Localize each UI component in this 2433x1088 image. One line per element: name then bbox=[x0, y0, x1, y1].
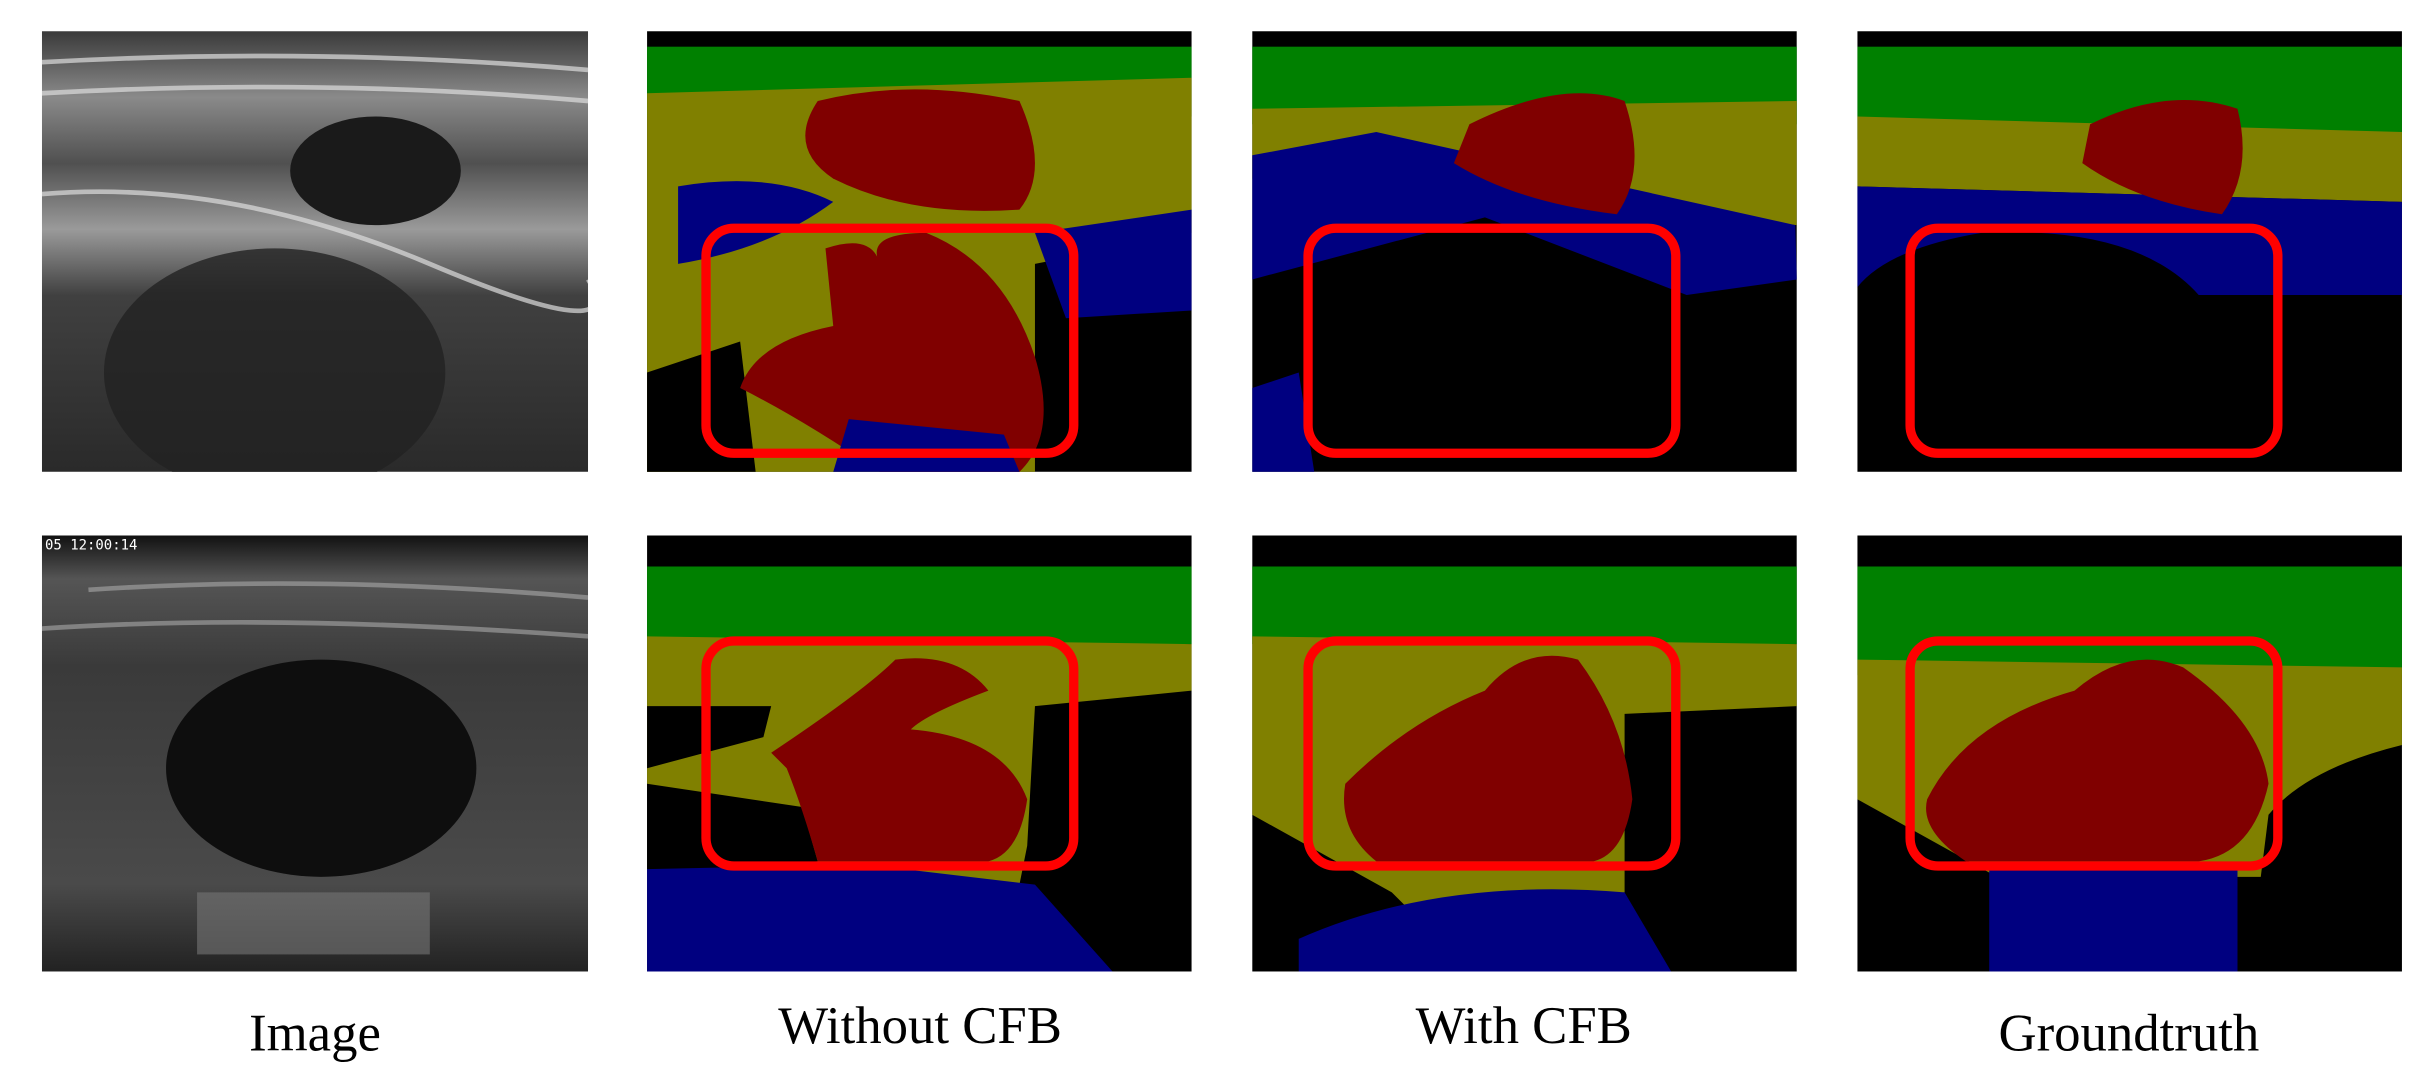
seg-without-cfb bbox=[647, 535, 1192, 972]
seg-with-cfb bbox=[1252, 31, 1797, 472]
column-label: Image bbox=[249, 1005, 381, 1063]
column-label: Groundtruth bbox=[1998, 1005, 2259, 1063]
timestamp: 05 12:00:14 bbox=[45, 537, 137, 553]
seg-without-cfb bbox=[647, 31, 1192, 472]
ultrasound-image bbox=[41, 31, 589, 472]
ultrasound-image: 05 12:00:14 bbox=[41, 535, 589, 972]
seg-with-cfb bbox=[1252, 535, 1797, 972]
column-label: With CFB bbox=[1416, 997, 1632, 1055]
column-label: Without CFB bbox=[778, 997, 1062, 1055]
seg-groundtruth bbox=[1857, 535, 2402, 972]
seg-groundtruth bbox=[1857, 31, 2402, 472]
